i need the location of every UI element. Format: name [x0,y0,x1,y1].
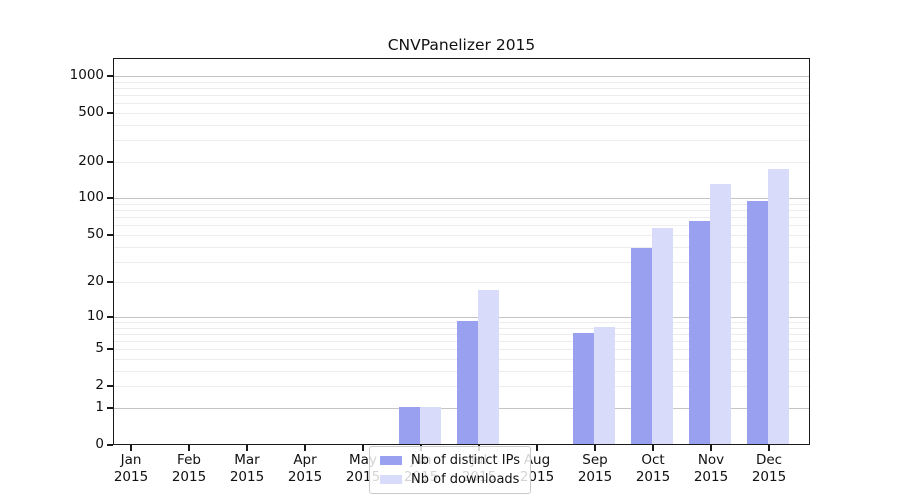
bar-nb-of-distinct-ips-sep[interactable] [573,332,594,444]
bar-nb-of-downloads-nov[interactable] [710,184,731,444]
y-tick [107,281,113,284]
y-tick [107,111,113,114]
gridline [114,261,809,263]
gridline-decade [114,75,809,77]
gridline [114,234,809,236]
x-tick [362,445,364,451]
bar-nb-of-distinct-ips-nov[interactable] [689,221,710,444]
x-tick [188,445,190,451]
gridline [114,124,809,126]
x-tick [130,445,132,451]
legend-swatch-distinct-ips-icon [380,456,403,465]
gridline-decade [114,198,809,200]
y-tick [107,160,113,163]
gridline [114,210,809,212]
y-tick-label: 1000 [69,66,104,83]
x-tick-label-feb: Feb 2015 [171,452,207,485]
y-tick-label: 0 [95,436,104,452]
gridline [114,161,809,163]
legend-item-label: Nb of distinct IPs [411,453,520,468]
x-tick-label-oct: Oct 2015 [635,452,671,485]
x-tick [768,445,770,451]
x-tick-label-dec: Dec 2015 [751,452,787,485]
bar-nb-of-downloads-jun[interactable] [420,406,441,444]
bar-nb-of-distinct-ips-jul[interactable] [457,321,478,444]
y-tick-label: 200 [78,152,104,169]
x-tick-label-sep: Sep 2015 [577,452,613,485]
x-tick [710,445,712,451]
bar-nb-of-distinct-ips-jun[interactable] [399,406,420,444]
y-tick-label: 10 [86,307,104,324]
legend: Nb of distinct IPs Nb of downloads [369,446,531,494]
bar-nb-of-downloads-dec[interactable] [768,169,789,444]
gridline [114,103,809,105]
y-tick-label: 1 [95,398,104,415]
y-tick [107,348,113,351]
gridline [114,112,809,114]
gridline [114,94,809,96]
legend-item-distinct-ips[interactable]: Nb of distinct IPs [380,453,520,468]
y-tick [107,197,113,200]
y-tick-label: 20 [86,273,104,290]
y-tick [107,385,113,388]
gridline [114,225,809,227]
bar-nb-of-distinct-ips-dec[interactable] [747,200,768,444]
bar-nb-of-downloads-sep[interactable] [594,326,615,444]
gridline-decade [114,316,809,318]
x-tick [304,445,306,451]
y-tick [107,74,113,77]
x-tick-label-apr: Apr 2015 [287,452,323,485]
x-tick-label-mar: Mar 2015 [229,452,265,485]
y-tick [107,444,113,446]
y-tick [107,406,113,409]
legend-item-label: Nb of downloads [411,472,520,487]
gridline [114,140,809,142]
bar-nb-of-downloads-jul[interactable] [478,289,499,444]
legend-swatch-downloads-icon [380,475,403,484]
y-tick-label: 50 [86,225,104,242]
bar-nb-of-distinct-ips-oct[interactable] [631,248,652,444]
x-tick [652,445,654,451]
y-tick-label: 5 [95,340,104,357]
y-tick [107,233,113,236]
x-tick [536,445,538,451]
gridline [114,87,809,89]
gridline [114,246,809,248]
y-tick [107,315,113,318]
gridline [114,204,809,206]
legend-item-downloads[interactable]: Nb of downloads [380,472,520,487]
gridline [114,81,809,83]
x-tick-label-jan: Jan 2015 [113,452,149,485]
chart-title: CNVPanelizer 2015 [387,36,536,54]
x-tick [594,445,596,451]
plot-area [113,58,810,445]
y-tick-label: 2 [95,377,104,394]
gridline [114,217,809,219]
y-tick-label: 100 [78,189,104,206]
y-tick-label: 500 [78,103,104,120]
x-tick-label-nov: Nov 2015 [693,452,729,485]
gridline [114,282,809,284]
x-tick [246,445,248,451]
bar-nb-of-downloads-oct[interactable] [652,228,673,444]
